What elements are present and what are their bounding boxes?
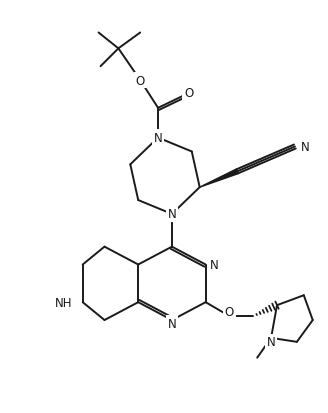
Polygon shape: [200, 170, 238, 188]
Text: NH: NH: [55, 296, 73, 309]
Text: O: O: [225, 305, 234, 318]
Text: N: N: [168, 208, 176, 221]
Text: O: O: [184, 87, 194, 100]
Text: N: N: [154, 132, 162, 145]
Text: O: O: [135, 74, 145, 88]
Text: N: N: [168, 317, 176, 330]
Text: N: N: [267, 335, 276, 349]
Text: N: N: [210, 259, 219, 271]
Text: N: N: [301, 141, 310, 154]
